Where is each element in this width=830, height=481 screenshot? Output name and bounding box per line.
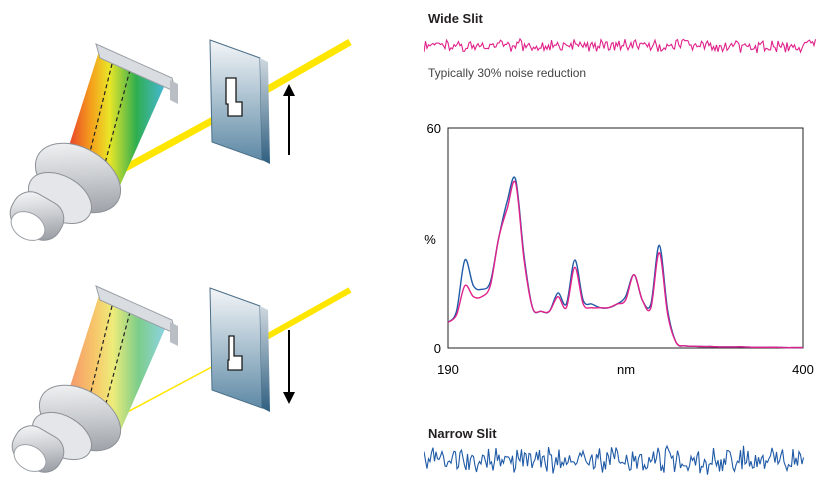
narrow-slit-assembly xyxy=(11,285,352,473)
y-tick-label: 60 xyxy=(427,121,441,136)
light-beam xyxy=(116,108,230,176)
spectrum-series-line xyxy=(447,180,803,349)
noise-reduction-note: Typically 30% noise reduction xyxy=(428,66,587,80)
slit-plate xyxy=(209,287,270,412)
lens-barrel xyxy=(11,384,122,473)
noise-line xyxy=(424,37,816,54)
narrow-slit-title: Narrow Slit xyxy=(428,426,497,441)
wide-slit-assembly xyxy=(9,38,352,241)
narrow-slit-noise-trace xyxy=(424,444,804,475)
slit-plate xyxy=(209,39,270,164)
spectrum-series-line xyxy=(447,176,803,349)
wide-slit-noise-trace xyxy=(424,37,816,54)
plot-frame xyxy=(447,127,804,349)
lens-barrel xyxy=(9,142,122,241)
arrow-down-icon xyxy=(283,330,295,404)
x-axis-label: nm xyxy=(617,362,635,377)
x-tick-label: 190 xyxy=(437,362,459,377)
y-axis-label: % xyxy=(424,232,436,247)
wide-slit-title: Wide Slit xyxy=(428,11,483,26)
monochromator-illustration xyxy=(9,38,352,473)
series-layer xyxy=(447,176,803,349)
spectrum-chart: 60 0 % 190 400 nm xyxy=(424,121,814,377)
arrow-up-icon xyxy=(283,84,295,155)
noise-line xyxy=(424,444,804,475)
x-tick-label: 400 xyxy=(792,362,814,377)
y-tick-label: 0 xyxy=(434,341,441,356)
